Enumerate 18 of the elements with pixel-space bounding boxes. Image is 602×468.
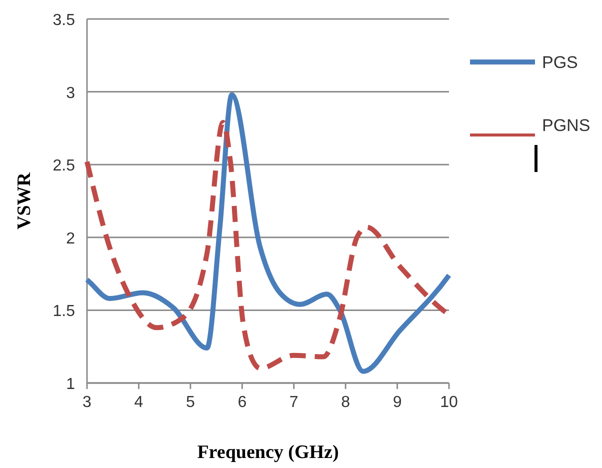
y-tick-label: 1	[66, 376, 76, 393]
y-tick-label: 1.5	[52, 303, 76, 320]
x-tick-label: 10	[440, 394, 458, 411]
x-axis-title: Frequency (GHz)	[197, 442, 339, 463]
y-tick-label: 2.5	[52, 158, 76, 175]
x-tick-label: 6	[238, 394, 247, 411]
y-tick-label: 2	[66, 230, 76, 248]
x-tick-label: 5	[186, 394, 195, 411]
x-tick-label: 9	[392, 394, 402, 411]
y-tick-label: 3	[66, 84, 76, 102]
y-axis-title: VSWR	[14, 172, 35, 230]
x-tick-label: 4	[134, 394, 144, 411]
x-tick-label: 3	[82, 394, 92, 411]
y-tick-label: 3.5	[52, 12, 76, 29]
x-tick-label: 7	[289, 394, 298, 411]
legend-label: PGS	[542, 53, 578, 72]
x-tick-label: 8	[341, 394, 350, 411]
legend-label: PGNS	[542, 116, 590, 135]
